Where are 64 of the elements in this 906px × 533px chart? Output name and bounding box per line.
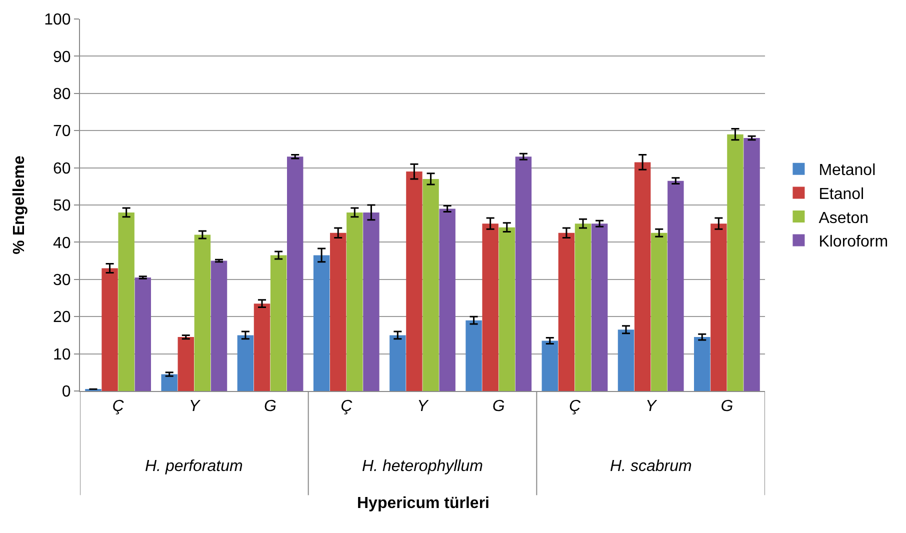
text: H. scabrum xyxy=(610,458,692,475)
bar xyxy=(558,232,575,391)
bar xyxy=(422,178,439,391)
bar xyxy=(390,335,406,391)
bar xyxy=(542,340,558,391)
bar xyxy=(710,224,727,391)
bar xyxy=(194,234,211,391)
bar xyxy=(330,232,346,391)
y-tick-label: 0 xyxy=(62,384,71,401)
y-tick-label: 90 xyxy=(53,48,71,66)
bar xyxy=(591,224,608,391)
bar xyxy=(668,180,684,391)
bar xyxy=(651,232,668,391)
y-tick-label: 50 xyxy=(53,198,71,215)
y-tick-label: 70 xyxy=(53,123,71,140)
bar xyxy=(694,337,710,391)
y-tick-label: 100 xyxy=(44,12,71,29)
x-tick-label: Y xyxy=(645,398,658,416)
bar xyxy=(102,268,118,391)
y-tick-label: 20 xyxy=(53,309,71,326)
y-axis-title: % Engelleme xyxy=(10,156,28,254)
y-tick-label: 60 xyxy=(53,160,71,178)
bar xyxy=(498,227,515,391)
y-tick-label: 30 xyxy=(53,272,71,289)
bar xyxy=(270,255,287,391)
legend-label: Etanol xyxy=(818,186,864,203)
text: H. heterophyllum xyxy=(362,458,483,475)
bar xyxy=(727,134,744,391)
bar xyxy=(363,212,380,391)
bar xyxy=(466,320,482,391)
y-tick-label: 80 xyxy=(53,86,71,103)
bar xyxy=(210,260,228,391)
x-tick-label: Ç xyxy=(568,398,581,416)
bar xyxy=(237,335,254,391)
x-tick-label: G xyxy=(720,398,734,416)
bar xyxy=(161,374,178,391)
x-tick-label: Y xyxy=(417,398,430,416)
text: H. perforatum xyxy=(145,458,243,475)
legend-label: Kloroform xyxy=(818,234,888,251)
bar xyxy=(254,304,270,391)
x-tick-label: G xyxy=(492,398,505,416)
bar xyxy=(287,156,304,391)
bar xyxy=(515,156,532,391)
bar xyxy=(118,212,134,391)
legend-label: Metanol xyxy=(818,162,876,180)
bar xyxy=(406,172,422,391)
bar xyxy=(744,138,760,391)
y-tick-label: 10 xyxy=(53,346,71,364)
bar xyxy=(439,208,456,391)
x-axis-title: Hypericum türleri xyxy=(357,495,490,512)
bar xyxy=(482,224,498,391)
bar xyxy=(574,224,592,391)
x-tick-label: G xyxy=(264,398,277,416)
bar xyxy=(634,162,651,391)
bar xyxy=(313,255,330,391)
y-tick-label: 40 xyxy=(53,234,71,252)
bar xyxy=(618,330,634,391)
bar xyxy=(346,212,363,391)
bar xyxy=(178,337,194,391)
legend-label: Aseton xyxy=(818,210,869,227)
x-tick-label: Y xyxy=(188,398,201,416)
x-tick-label: Ç xyxy=(340,398,353,416)
bar xyxy=(134,278,151,391)
x-tick-label: Ç xyxy=(112,398,124,416)
